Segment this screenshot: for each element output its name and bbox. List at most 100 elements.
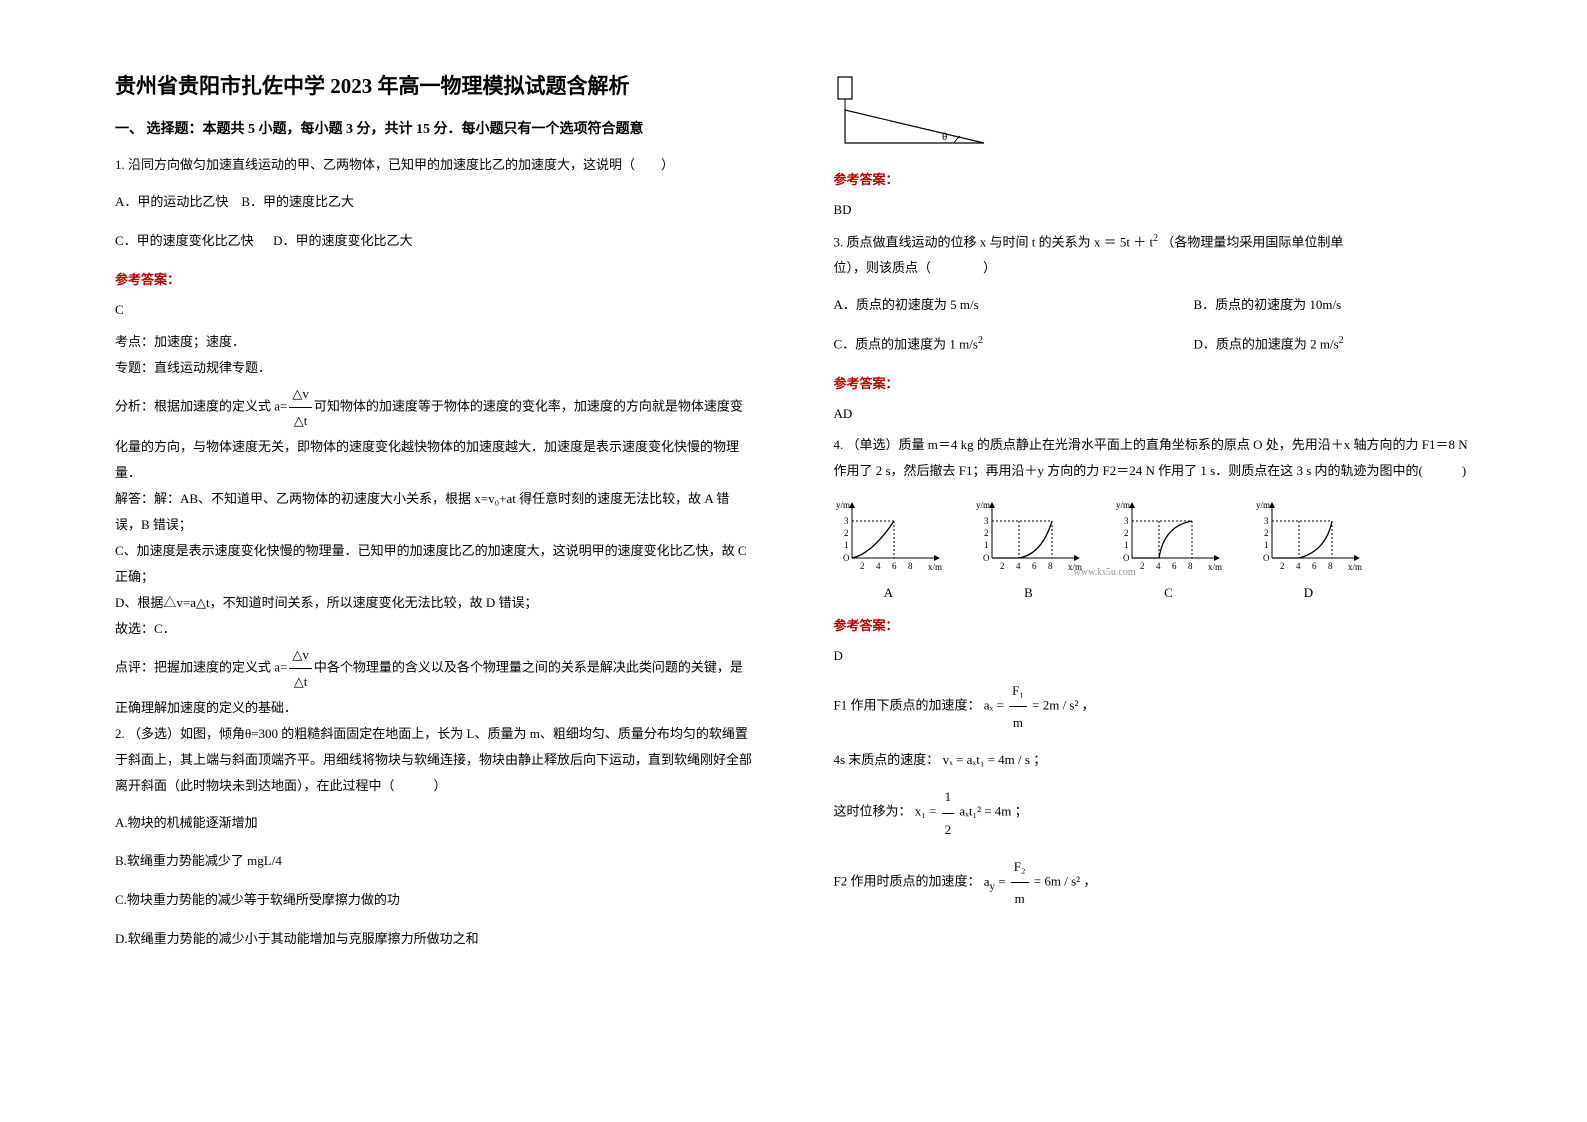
svg-text:2: 2: [1124, 528, 1129, 538]
eq3a: x₁ =: [915, 804, 940, 819]
q4-line2b: ；: [1033, 752, 1046, 767]
fraction-dv-dt-1: △v△t: [289, 381, 312, 434]
q2-answer: BD: [834, 198, 1473, 223]
q3-row2: C．质点的加速度为 1 m/s2 D．质点的加速度为 2 m/s2: [834, 330, 1473, 359]
q1-answer: C: [115, 298, 754, 323]
q4-line4b: ，: [1083, 874, 1096, 889]
q4-line3a: 这时位移为：: [834, 804, 912, 819]
q1-fenxi: 分析：根据加速度的定义式 a=△v△t可知物体的加速度等于物体的速度的变化率，加…: [115, 381, 754, 486]
q1-answer-label: 参考答案：: [115, 269, 754, 288]
svg-text:2: 2: [844, 528, 849, 538]
svg-text:6: 6: [892, 561, 897, 571]
eq2: vₓ = aₓt₁ = 4m / s: [943, 752, 1030, 767]
svg-text:y/m: y/m: [976, 500, 990, 510]
q4-stem: 4. （单选）质量 m＝4 kg 的质点静止在光滑水平面上的直角坐标系的原点 O…: [834, 432, 1473, 484]
q3-row1: A．质点的初速度为 5 m/s B．质点的初速度为 10m/s: [834, 291, 1473, 320]
q1-dianping-a: 点评：把握加速度的定义式 a=: [115, 659, 287, 674]
q4-charts: y/m x/m O 1 2 3 2 4 6 8 A y: [834, 496, 1473, 601]
eq1: aₓ =: [984, 698, 1007, 713]
svg-text:1: 1: [1264, 540, 1269, 550]
q4-line3: 这时位移为： x₁ = 12 aₓt₁² = 4m ；: [834, 781, 1473, 844]
svg-text:8: 8: [1048, 561, 1053, 571]
q1-dianping: 点评：把握加速度的定义式 a=△v△t中各个物理量的含义以及各个物理量之间的关系…: [115, 642, 754, 721]
q4-line4a: F2 作用时质点的加速度：: [834, 874, 981, 889]
q4-answer-label: 参考答案：: [834, 615, 1473, 634]
eq3b: aₓt₁² = 4m: [956, 804, 1011, 819]
section-header: 一、 选择题：本题共 5 小题，每小题 3 分，共计 15 分．每小题只有一个选…: [115, 118, 754, 138]
q4-line1b: ，: [1082, 698, 1095, 713]
svg-text:1: 1: [984, 540, 989, 550]
svg-text:O: O: [983, 553, 990, 563]
chart-A: y/m x/m O 1 2 3 2 4 6 8 A: [834, 496, 944, 601]
eq1-frac: F₁m: [1009, 675, 1027, 738]
chart-A-label: A: [834, 585, 944, 601]
q4-line1: F1 作用下质点的加速度： aₓ = F₁m = 2m / s² ，: [834, 675, 1473, 738]
q4-answer: D: [834, 644, 1473, 669]
q3-answer: AD: [834, 402, 1473, 427]
svg-text:1: 1: [844, 540, 849, 550]
svg-text:3: 3: [844, 516, 849, 526]
svg-text:2: 2: [1140, 561, 1145, 571]
svg-text:6: 6: [1032, 561, 1037, 571]
svg-text:8: 8: [1188, 561, 1193, 571]
svg-text:O: O: [1263, 553, 1270, 563]
q3-optD-wrap: D．质点的加速度为 2 m/s2: [1194, 330, 1344, 359]
q2-optA: A.物块的机械能逐渐增加: [115, 809, 754, 838]
chart-D-label: D: [1254, 585, 1364, 601]
svg-text:6: 6: [1172, 561, 1177, 571]
chart-C-label: C: [1114, 585, 1224, 601]
svg-text:2: 2: [1000, 561, 1005, 571]
q1-zhuanti: 专题：直线运动规律专题．: [115, 355, 754, 381]
svg-text:4: 4: [1296, 561, 1301, 571]
eq3-frac: 12: [942, 781, 955, 844]
svg-text:4: 4: [876, 561, 881, 571]
svg-text:4: 4: [1016, 561, 1021, 571]
q2-optC: C.物块重力势能的减少等于软绳所受摩擦力做的功: [115, 886, 754, 915]
chart-C: y/m x/m O 1 2 3 2 4 6 8 C www.ks5u.com: [1114, 496, 1224, 601]
q1-fenxi-a: 分析：根据加速度的定义式 a=: [115, 398, 287, 413]
svg-text:8: 8: [908, 561, 913, 571]
svg-text:3: 3: [984, 516, 989, 526]
q1-optD: D．甲的速度变化比乙大: [273, 233, 412, 248]
triangle-diagram: θ: [834, 75, 1473, 155]
q3-stem-a: 3. 质点做直线运动的位移 x 与时间 t 的关系为 x ＝ 5t ＋ t: [834, 234, 1154, 249]
svg-text:O: O: [843, 553, 850, 563]
svg-text:2: 2: [1280, 561, 1285, 571]
eq4a: ay =: [984, 874, 1009, 889]
chart-D: y/m x/m O 1 2 3 2 4 6 8 D: [1254, 496, 1364, 601]
q4-line2: 4s 末质点的速度： vₓ = aₓt₁ = 4m / s ；: [834, 744, 1473, 775]
q2-optB: B.软绳重力势能减少了 mgL/4: [115, 847, 754, 876]
eq4-frac: F₂m: [1011, 851, 1029, 914]
fraction-dv-dt-2: △v△t: [289, 642, 312, 695]
q3-stem: 3. 质点做直线运动的位移 x 与时间 t 的关系为 x ＝ 5t ＋ t2 （…: [834, 229, 1473, 281]
q1-optB: B．甲的速度比乙大: [241, 194, 354, 209]
q1-jieda2: C、加速度是表示速度变化快慢的物理量．已知甲的加速度比乙的加速度大，这说明甲的速…: [115, 538, 754, 590]
chart-B: y/m x/m O 1 2 3 2 4 6 8 B: [974, 496, 1084, 601]
q4-line3b: ；: [1015, 804, 1028, 819]
svg-text:8: 8: [1328, 561, 1333, 571]
eq4c: = 6m / s²: [1031, 874, 1081, 889]
q1-optC: C．甲的速度变化比乙快: [115, 233, 254, 248]
q3-optC-wrap: C．质点的加速度为 1 m/s2: [834, 330, 1154, 359]
q1-stem: 1. 沿同方向做匀加速直线运动的甲、乙两物体，已知甲的加速度比乙的加速度大，这说…: [115, 152, 754, 178]
q1-options-row1: A．甲的运动比乙快 B．甲的速度比乙大: [115, 188, 754, 217]
q3-answer-label: 参考答案：: [834, 373, 1473, 392]
svg-text:3: 3: [1264, 516, 1269, 526]
svg-text:3: 3: [1124, 516, 1129, 526]
svg-text:1: 1: [1124, 540, 1129, 550]
svg-text:6: 6: [1312, 561, 1317, 571]
q2-answer-label: 参考答案：: [834, 169, 1473, 188]
q3-stem-a2: （各物理量均采用国际单位制单: [1158, 234, 1343, 249]
svg-text:x/m: x/m: [1208, 562, 1222, 572]
q3-optC: C．质点的加速度为 1 m/s: [834, 336, 978, 351]
svg-text:2: 2: [860, 561, 865, 571]
svg-text:y/m: y/m: [836, 500, 850, 510]
page-title: 贵州省贵阳市扎佐中学 2023 年高一物理模拟试题含解析: [115, 70, 754, 100]
q1-jieda4: 故选：C．: [115, 616, 754, 642]
svg-text:x/m: x/m: [1348, 562, 1362, 572]
q2-stem: 2. （多选）如图，倾角θ=300 的粗糙斜面固定在地面上，长为 L、质量为 m…: [115, 721, 754, 799]
q4-line2a: 4s 末质点的速度：: [834, 752, 940, 767]
q1-kaodian: 考点：加速度；速度．: [115, 329, 754, 355]
q3-optD: D．质点的加速度为 2 m/s: [1194, 336, 1339, 351]
q1-optA: A．甲的运动比乙快: [115, 194, 228, 209]
